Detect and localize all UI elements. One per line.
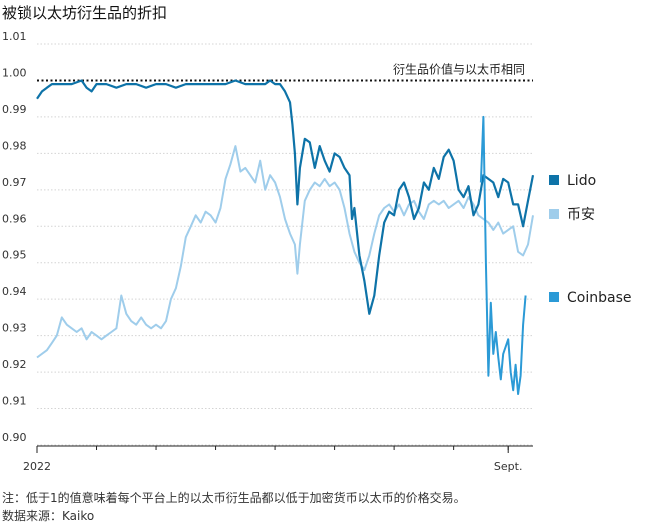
y-tick-label: 0.97	[2, 176, 27, 189]
footnote: 注：低于1的值意味着每个平台上的以太币衍生品都以低于加密货币以太币的价格交易。 …	[2, 489, 466, 525]
x-tick-label: Sept.	[494, 460, 523, 473]
x-axis: 2022 Sept.	[23, 445, 533, 473]
gridlines	[37, 43, 533, 446]
y-tick-label: 0.96	[2, 212, 27, 225]
y-tick-label: 0.92	[2, 358, 27, 371]
y-axis: 1.01 1.00 0.99 0.98 0.97 0.96 0.95 0.94 0.93 0.92…	[2, 30, 27, 444]
legend-label: 币安	[567, 207, 595, 223]
series-line-币安	[36, 145, 534, 359]
parity-line-label: 衍生品价值与以太币相同	[393, 61, 525, 76]
legend-label: Coinbase	[567, 290, 631, 306]
y-tick-label: 0.98	[2, 139, 27, 152]
y-tick-label: 0.94	[2, 285, 27, 298]
series-line-Lido	[36, 79, 535, 315]
y-tick-label: 0.91	[2, 395, 27, 408]
legend-swatch	[549, 175, 559, 185]
y-tick-label: 1.01	[2, 30, 27, 43]
note-text: 注：低于1的值意味着每个平台上的以太币衍生品都以低于加密货币以太币的价格交易。	[2, 491, 466, 505]
series-line-Coinbase	[479, 115, 527, 395]
y-tick-label: 0.93	[2, 322, 27, 335]
y-tick-label: 1.00	[2, 66, 27, 79]
legend: 币安 Lido Coinbase	[549, 173, 631, 306]
y-tick-label: 0.95	[2, 249, 27, 262]
source-text: 数据来源：Kaiko	[2, 509, 95, 523]
y-tick-label: 0.90	[2, 431, 27, 444]
legend-label: Lido	[567, 173, 596, 189]
x-tick-label: 2022	[23, 460, 51, 473]
legend-swatch	[549, 292, 559, 302]
legend-swatch	[549, 209, 559, 219]
y-tick-label: 0.99	[2, 103, 27, 116]
chart-title: 被锁以太坊衍生品的折扣	[2, 4, 168, 22]
reference-line: 衍生品价值与以太币相同	[37, 61, 533, 82]
series-lines	[36, 79, 535, 395]
